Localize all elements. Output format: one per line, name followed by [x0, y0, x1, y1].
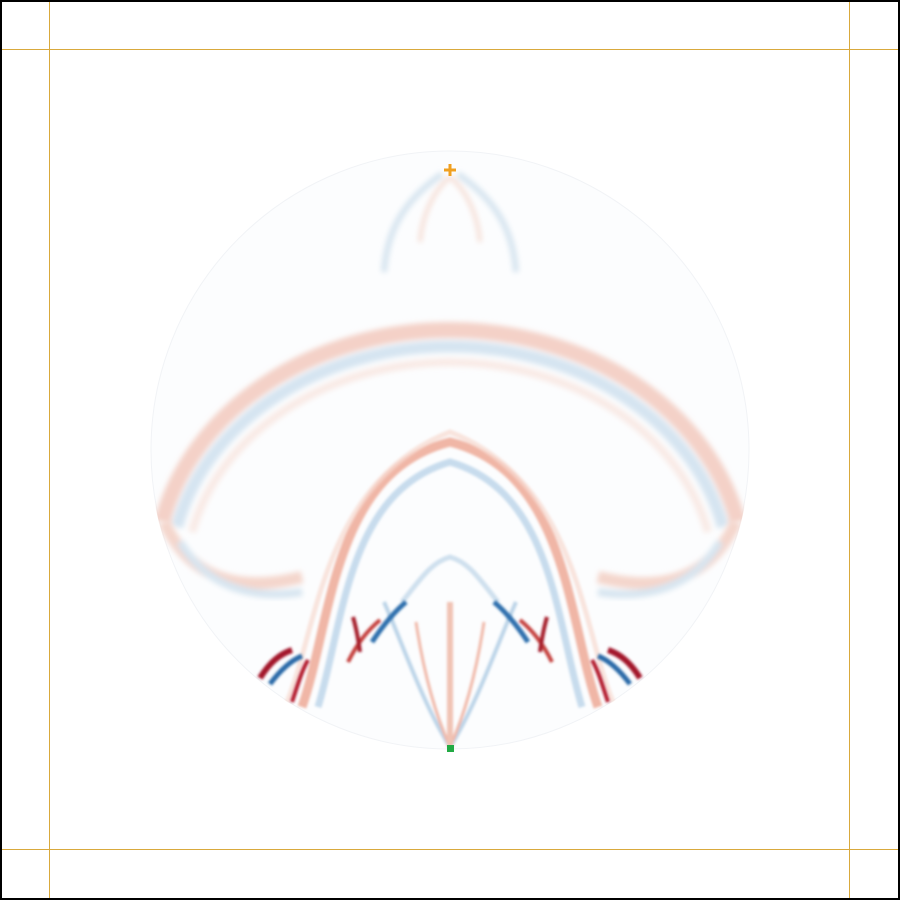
square-icon [447, 745, 454, 752]
outer-wavefront [154, 322, 746, 534]
wavefront-layer [154, 171, 746, 749]
edge-lobes [257, 600, 643, 703]
guide-line-top [2, 49, 898, 50]
plus-icon [444, 164, 456, 176]
guide-line-bottom [2, 849, 898, 850]
guide-line-left [49, 2, 50, 898]
inner-wavefront [284, 429, 616, 709]
receiver-marker[interactable] [447, 745, 454, 752]
outer-wings [158, 519, 742, 599]
guide-line-right [849, 2, 850, 898]
source-fan [381, 171, 519, 273]
source-marker[interactable] [444, 164, 456, 176]
